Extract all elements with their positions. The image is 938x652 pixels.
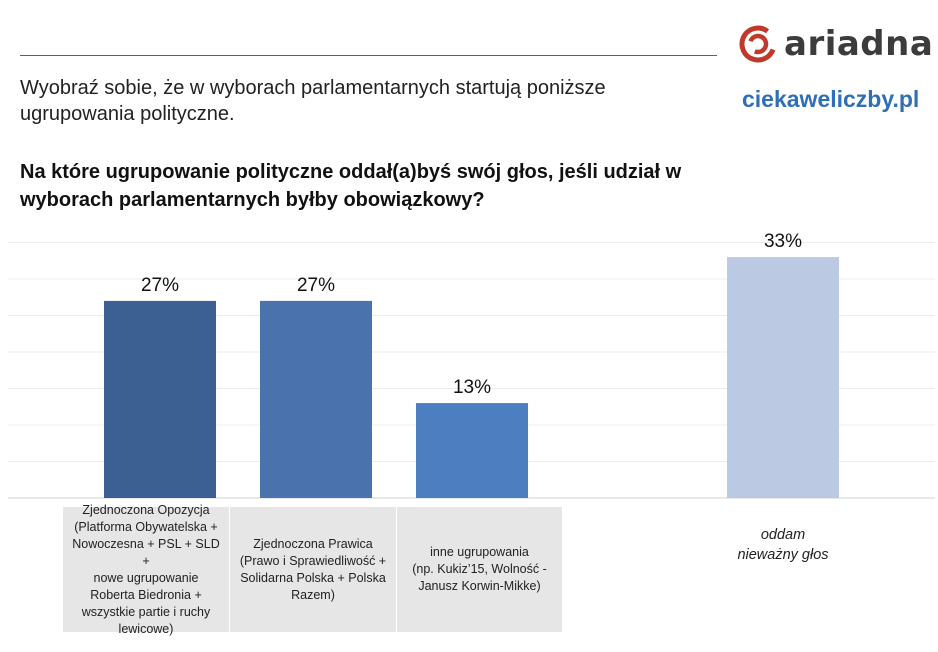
category-label: oddam nieważny głos — [737, 527, 829, 563]
question-text: Na które ugrupowanie polityczne oddał(a)… — [20, 161, 682, 211]
category-label: Zjednoczona Opozycja (Platforma Obywatels… — [63, 503, 229, 636]
data-label: 33% — [764, 231, 802, 252]
data-label: 27% — [141, 275, 179, 296]
ariadna-logo-icon — [739, 25, 777, 63]
bar — [260, 300, 372, 498]
data-label: 13% — [453, 377, 491, 398]
logo-text: ariadna — [784, 24, 934, 64]
intro-text: Wyobraź sobie, że w wyborach parlamentar… — [20, 77, 606, 125]
bar-chart: 27% 27% 13% 33% — [8, 231, 935, 499]
header-rule — [20, 55, 717, 56]
category-label: inne ugrupowania (np. Kukiz’15, Wolność -… — [397, 507, 562, 632]
site-name: ciekaweliczby.pl — [742, 86, 920, 112]
ariadna-logo: ariadna — [738, 20, 933, 68]
bar — [416, 403, 528, 498]
category-label: Zjednoczona Prawica (Prawo i Sprawiedliwo… — [230, 507, 396, 632]
data-label: 27% — [297, 275, 335, 296]
bar — [104, 300, 216, 498]
bar — [727, 257, 839, 498]
